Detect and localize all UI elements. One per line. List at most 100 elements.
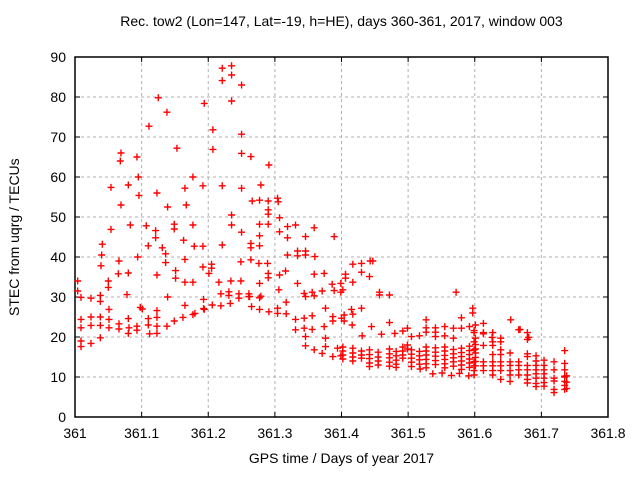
data-point <box>457 314 465 322</box>
data-point <box>257 181 265 189</box>
data-point <box>74 287 82 295</box>
data-point <box>310 224 318 232</box>
data-point <box>246 293 254 301</box>
data-point <box>340 311 348 319</box>
data-point <box>282 267 290 275</box>
data-point <box>308 325 316 333</box>
data-point <box>438 369 446 377</box>
y-tick-label: 50 <box>50 209 66 225</box>
data-point <box>228 97 236 105</box>
data-point <box>471 334 479 342</box>
data-point <box>334 344 342 352</box>
data-point <box>407 363 415 371</box>
data-point <box>153 307 161 315</box>
data-point <box>237 277 245 285</box>
data-point <box>523 379 531 387</box>
data-point <box>199 263 207 271</box>
y-tick-label: 40 <box>50 249 66 265</box>
data-point <box>117 149 125 157</box>
data-point <box>374 361 382 369</box>
data-point <box>158 244 166 252</box>
data-point <box>447 371 455 379</box>
y-tick-label: 30 <box>50 289 66 305</box>
data-point <box>181 301 189 309</box>
data-point <box>300 324 308 332</box>
data-point <box>320 323 328 331</box>
data-point <box>134 253 142 261</box>
data-point <box>218 77 226 85</box>
data-point <box>310 270 318 278</box>
data-point <box>274 198 282 206</box>
data-point <box>180 236 188 244</box>
data-point <box>256 220 264 228</box>
data-point <box>77 315 85 323</box>
data-point <box>264 274 272 282</box>
data-point <box>181 184 189 192</box>
data-point <box>228 211 236 219</box>
data-point <box>215 278 223 286</box>
data-point <box>124 269 132 277</box>
data-point <box>479 367 487 375</box>
data-point <box>144 315 152 323</box>
data-point <box>105 305 113 313</box>
data-point <box>115 257 123 265</box>
data-point <box>142 222 150 230</box>
x-axis-label: GPS time / Days of year 2017 <box>248 450 435 466</box>
data-point <box>302 293 310 301</box>
data-point <box>257 292 265 300</box>
data-point <box>247 153 255 161</box>
data-point <box>330 233 338 241</box>
data-point <box>318 349 326 357</box>
data-point <box>218 241 226 249</box>
data-point <box>399 354 407 362</box>
data-point <box>422 316 430 324</box>
data-point <box>274 309 282 317</box>
data-point <box>107 183 115 191</box>
data-point <box>264 259 272 267</box>
data-point <box>114 270 122 278</box>
data-point <box>153 271 161 279</box>
data-point <box>96 291 104 299</box>
data-point <box>153 329 161 337</box>
data-point <box>308 288 316 296</box>
data-point <box>506 371 514 379</box>
data-point <box>126 221 134 229</box>
data-point <box>98 251 106 259</box>
data-point <box>96 297 104 305</box>
data-point <box>339 355 347 363</box>
y-tick-label: 20 <box>50 329 66 345</box>
data-point <box>238 228 246 236</box>
data-point <box>228 71 236 79</box>
data-point <box>348 321 356 329</box>
data-point <box>247 256 255 264</box>
data-point <box>358 332 366 340</box>
data-point <box>248 197 256 205</box>
data-point <box>133 153 141 161</box>
data-point <box>469 309 477 317</box>
data-point <box>264 220 272 228</box>
x-tick-label: 361.1 <box>124 425 159 441</box>
data-point <box>497 367 505 375</box>
data-point <box>172 267 180 275</box>
data-point <box>322 343 330 351</box>
data-point <box>506 349 514 357</box>
data-point <box>154 94 162 102</box>
data-point <box>115 325 123 333</box>
data-point <box>282 298 290 306</box>
data-point <box>377 330 385 338</box>
x-tick-label: 361.4 <box>324 425 359 441</box>
data-point <box>550 358 558 366</box>
x-tick-label: 361.2 <box>191 425 226 441</box>
x-tick-label: 361.7 <box>524 425 559 441</box>
data-point <box>209 145 217 153</box>
data-point <box>107 225 115 233</box>
data-point <box>449 362 457 370</box>
data-point <box>441 364 449 372</box>
chart-title: Rec. tow2 (Lon=147, Lat=-19, h=HE), days… <box>120 13 563 29</box>
data-point <box>164 293 172 301</box>
data-point <box>247 244 255 252</box>
data-point <box>292 326 300 334</box>
data-point <box>170 225 178 233</box>
